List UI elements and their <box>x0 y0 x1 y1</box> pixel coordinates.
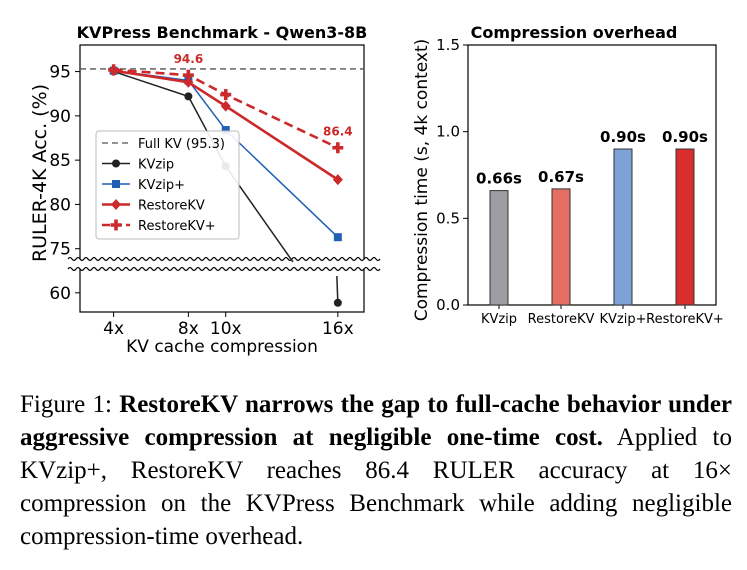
x-tick-label: 8x <box>178 319 199 339</box>
bar-value-label: 0.90s <box>662 128 708 146</box>
data-point <box>182 69 194 81</box>
data-point <box>333 233 342 242</box>
figure-canvas: KVPress Benchmark - Qwen3-8B RULER-4K Ac… <box>29 23 724 357</box>
series-line-lower <box>336 275 339 303</box>
legend-item: RestoreKV <box>102 199 205 214</box>
y-tick-label: 0.5 <box>436 209 460 227</box>
legend-item: Full KV (95.3) <box>102 137 225 152</box>
line-chart-legend: Full KV (95.3) KVzip KVzip+ RestoreKV Restor… <box>95 130 240 240</box>
data-point <box>183 76 194 88</box>
legend-label: Full KV (95.3) <box>138 137 225 152</box>
y-tick-label: 95 <box>49 63 71 83</box>
line-chart-marks: 94.6 86.4 <box>80 52 364 307</box>
bar-restorekv-plus <box>675 148 695 306</box>
legend-item: KVzip+ <box>102 178 185 193</box>
bar-chart-frame <box>467 44 717 306</box>
line-chart-y-axis-label: RULER-4K Acc. (%) <box>29 84 51 262</box>
data-point <box>332 174 343 186</box>
data-point <box>333 298 342 307</box>
line-chart-axes: 80 85 90 95 60 75 4x 8x 10x 16x <box>49 44 381 339</box>
caption-bold-text: RestoreKV narrows the gap to full-cache … <box>20 391 733 451</box>
bar-value-label: 0.90s <box>600 128 646 146</box>
legend-label: KVzip <box>138 158 174 173</box>
bar-chart: Compression overhead Compression time (s… <box>412 23 724 327</box>
bar-value-label: 0.67s <box>538 168 584 186</box>
y-tick-label: 75 <box>49 240 71 260</box>
data-point <box>108 64 120 76</box>
y-tick-label: 1.5 <box>436 36 460 54</box>
bar-restorekv <box>551 188 571 306</box>
x-tick-label: 10x <box>210 319 242 339</box>
y-tick-label: 85 <box>49 151 71 171</box>
x-tick-label: KVzip+ <box>600 312 647 327</box>
data-point <box>221 126 230 135</box>
line-chart-x-axis-label: KV cache compression <box>126 337 318 357</box>
line-chart-title: KVPress Benchmark - Qwen3-8B <box>77 23 368 42</box>
axis-break-gap <box>68 259 378 269</box>
data-label: 94.6 <box>174 52 204 66</box>
data-point <box>332 142 344 154</box>
legend-label: RestoreKV <box>138 199 205 214</box>
x-tick-label: 4x <box>103 319 124 339</box>
y-tick-label: 90 <box>49 107 71 127</box>
series-restorekv-plus <box>108 64 344 154</box>
figure-caption: Figure 1: RestoreKV narrows the gap to f… <box>20 388 732 553</box>
bar-chart-marks: 0.66s 0.67s 0.90s 0.90s <box>476 128 708 306</box>
series-restorekv <box>108 65 343 186</box>
axis-break-line <box>67 266 381 272</box>
legend-swatch-marker <box>111 199 121 210</box>
y-tick-label: 60 <box>49 284 71 304</box>
axis-break-line <box>67 256 381 262</box>
bar-kvzip <box>489 190 509 306</box>
line-chart: KVPress Benchmark - Qwen3-8B RULER-4K Ac… <box>29 23 381 357</box>
legend-item: RestoreKV+ <box>102 219 216 234</box>
bar-kvzip-plus <box>613 148 633 306</box>
data-point <box>220 100 231 112</box>
legend-swatch-marker <box>112 180 120 188</box>
x-tick-label: RestoreKV+ <box>646 312 724 327</box>
y-tick-label: 80 <box>49 195 71 215</box>
bar-value-label: 0.66s <box>476 170 522 188</box>
legend-swatch-marker <box>112 159 120 168</box>
data-point <box>184 92 193 101</box>
legend-label: RestoreKV+ <box>138 219 216 234</box>
caption-body-text: Applied to KVzip+, RestoreKV reaches 86.… <box>20 424 732 550</box>
bar-chart-axes: 0.0 0.5 1.0 1.5 KVzip RestoreKV KVzip+ RestoreK… <box>436 36 724 327</box>
legend-swatch-marker <box>110 219 122 231</box>
bar-chart-title: Compression overhead <box>471 23 678 42</box>
x-tick-label: RestoreKV <box>528 312 595 327</box>
data-point <box>220 89 232 101</box>
series-line <box>113 69 339 181</box>
x-tick-label: 16x <box>322 319 354 339</box>
legend-box <box>95 130 240 240</box>
caption-label: Figure 1: <box>20 391 120 418</box>
x-tick-label: KVzip <box>481 312 517 327</box>
y-tick-label: 0.0 <box>436 296 460 314</box>
bar-chart-y-axis-label: Compression time (s, 4k context) <box>412 39 432 322</box>
legend-label: KVzip+ <box>138 178 185 193</box>
legend-item: KVzip <box>102 158 174 173</box>
data-label: 86.4 <box>323 125 353 139</box>
line-chart-frame <box>79 44 365 313</box>
y-tick-label: 1.0 <box>436 123 460 141</box>
